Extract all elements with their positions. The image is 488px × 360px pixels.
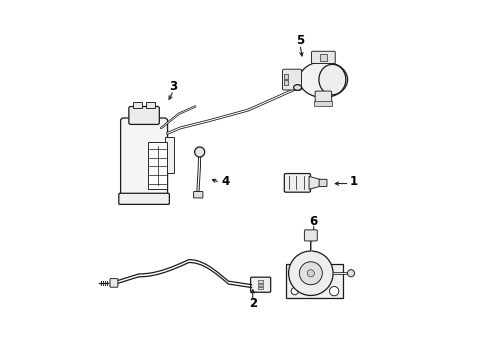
FancyBboxPatch shape [193, 192, 203, 198]
FancyBboxPatch shape [311, 51, 335, 63]
Text: 1: 1 [349, 175, 357, 188]
Bar [284, 74, 287, 79]
Ellipse shape [293, 85, 301, 90]
FancyBboxPatch shape [284, 174, 310, 192]
Circle shape [290, 288, 298, 295]
FancyBboxPatch shape [110, 279, 118, 287]
Bar [314, 102, 332, 106]
FancyBboxPatch shape [319, 179, 326, 186]
Bar [319, 54, 326, 61]
FancyBboxPatch shape [314, 91, 331, 104]
Text: 2: 2 [248, 297, 256, 310]
Bar [147, 142, 167, 189]
Text: 4: 4 [221, 175, 229, 188]
FancyBboxPatch shape [119, 193, 169, 204]
Bar [257, 287, 263, 289]
FancyBboxPatch shape [304, 230, 317, 241]
Bar [285, 264, 343, 298]
Bar [257, 284, 263, 286]
Bar [257, 280, 263, 283]
Bar [284, 80, 287, 85]
Text: 3: 3 [169, 80, 177, 93]
Circle shape [329, 287, 338, 296]
Circle shape [288, 251, 332, 296]
FancyBboxPatch shape [128, 107, 159, 125]
Circle shape [299, 262, 322, 285]
Circle shape [346, 270, 354, 277]
Bar [146, 102, 155, 108]
Text: 5: 5 [295, 33, 304, 47]
Circle shape [194, 147, 204, 157]
Bar [133, 102, 142, 108]
FancyBboxPatch shape [250, 277, 270, 292]
Circle shape [306, 270, 314, 277]
FancyBboxPatch shape [121, 118, 167, 199]
Polygon shape [308, 176, 324, 189]
Text: 6: 6 [309, 215, 317, 228]
Ellipse shape [318, 64, 345, 95]
Bar [164, 137, 173, 173]
Ellipse shape [299, 62, 347, 98]
FancyBboxPatch shape [282, 69, 301, 90]
